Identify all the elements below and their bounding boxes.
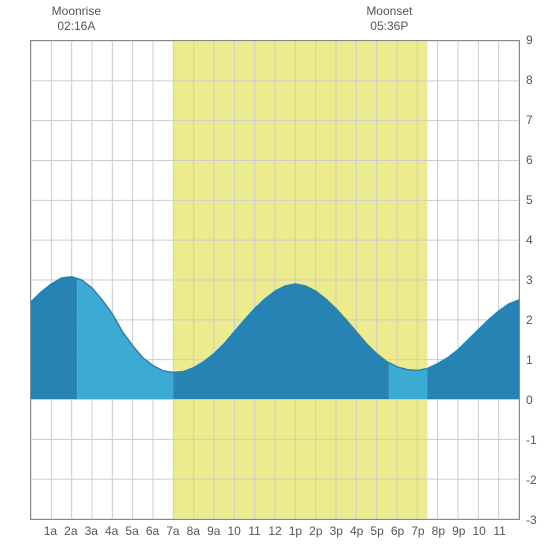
x-tick-label: 11 — [248, 524, 260, 538]
moonset-title: Moonset — [366, 4, 412, 18]
y-tick-label: 8 — [526, 73, 533, 87]
x-tick-label: 2a — [64, 524, 77, 538]
x-tick-label: 12 — [268, 524, 281, 538]
y-tick-label: 2 — [526, 313, 533, 327]
x-tick-label: 7a — [166, 524, 179, 538]
y-tick-label: 0 — [526, 393, 533, 407]
x-tick-label: 1p — [289, 524, 302, 538]
x-tick-label: 10 — [472, 524, 485, 538]
moonrise-time: 02:16A — [57, 19, 95, 33]
x-tick-label: 3a — [85, 524, 98, 538]
x-tick-label: 3p — [330, 524, 343, 538]
y-tick-label: 3 — [526, 273, 533, 287]
x-tick-label: 10 — [227, 524, 240, 538]
x-tick-label: 9p — [452, 524, 465, 538]
x-tick-label: 7p — [411, 524, 424, 538]
x-tick-label: 5a — [125, 524, 138, 538]
x-tick-label: 6a — [146, 524, 159, 538]
moonset-label: Moonset 05:36P — [366, 4, 412, 34]
y-tick-label: 6 — [526, 153, 533, 167]
x-tick-label: 8a — [187, 524, 200, 538]
x-tick-label: 2p — [309, 524, 322, 538]
y-tick-label: 1 — [526, 353, 533, 367]
moonrise-label: Moonrise 02:16A — [52, 4, 101, 34]
tide-chart — [30, 40, 520, 520]
y-tick-label: -1 — [526, 433, 537, 447]
moonset-time: 05:36P — [370, 19, 408, 33]
x-tick-label: 6p — [391, 524, 404, 538]
moonrise-title: Moonrise — [52, 4, 101, 18]
x-tick-label: 4p — [350, 524, 363, 538]
y-tick-label: 5 — [526, 193, 533, 207]
x-tick-label: 9a — [207, 524, 220, 538]
y-tick-label: 7 — [526, 113, 533, 127]
y-tick-label: 4 — [526, 233, 533, 247]
y-tick-label: 9 — [526, 33, 533, 47]
x-tick-label: 5p — [370, 524, 383, 538]
x-tick-label: 11 — [493, 524, 505, 538]
x-tick-label: 1a — [44, 524, 57, 538]
y-tick-label: -2 — [526, 473, 537, 487]
x-tick-label: 4a — [105, 524, 118, 538]
y-tick-label: -3 — [526, 513, 537, 527]
x-tick-label: 8p — [432, 524, 445, 538]
